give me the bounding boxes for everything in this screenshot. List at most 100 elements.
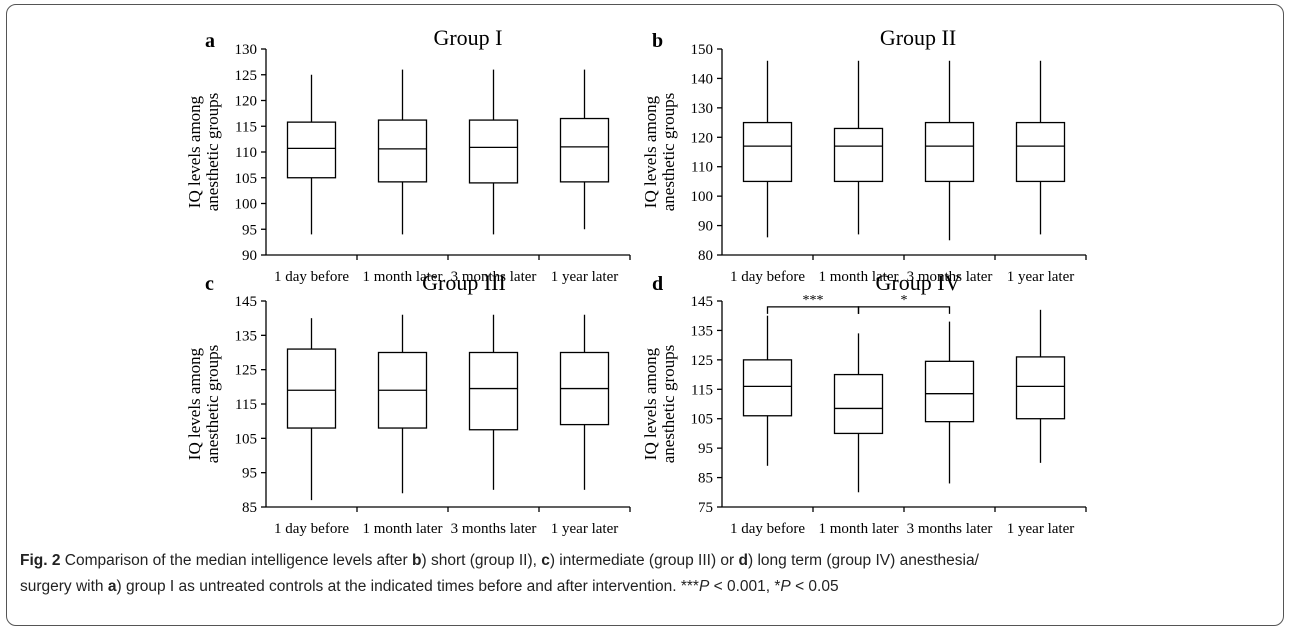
iqr-box: [742, 359, 793, 417]
y-tick-label: 115: [235, 119, 257, 135]
caption-panel-ref: a: [107, 578, 117, 595]
x-tick-label: 1 day before: [274, 269, 349, 285]
y-tick-label: 145: [691, 294, 714, 310]
x-tick-label: 3 months later: [451, 521, 537, 537]
y-axis-label: anesthetic groups: [203, 93, 222, 212]
x-tick-label: 1 day before: [730, 269, 805, 285]
y-tick-label: 110: [691, 160, 713, 176]
y-tick-label: 105: [691, 412, 714, 428]
x-tick-label: 1 year later: [1007, 521, 1074, 537]
caption-text: ) long term (group IV) anesthesia/: [747, 552, 979, 569]
y-tick-label: 120: [691, 130, 714, 146]
iqr-box: [742, 121, 793, 183]
x-tick-label: 1 year later: [551, 521, 618, 537]
caption-text: surgery with: [20, 578, 108, 595]
caption-p-symbol: P: [698, 578, 710, 595]
chart-title: Group II: [880, 25, 956, 50]
y-axis-label: IQ levels among: [641, 95, 660, 208]
caption-text: Comparison of the median intelligence le…: [60, 552, 413, 569]
x-tick-label: 1 month later: [819, 521, 899, 537]
caption-panel-ref: c: [541, 552, 550, 569]
y-axis-label: anesthetic groups: [659, 345, 678, 464]
significance-label: ***: [803, 293, 824, 308]
figure-charts: a Group I 90 95 100 105 110 115 120 125 130 IQ leve…: [185, 25, 1087, 537]
y-tick-label: 115: [691, 382, 713, 398]
iqr-box: [924, 121, 975, 183]
y-tick-label: 90: [698, 219, 713, 235]
x-tick-label: 1 month later: [363, 521, 443, 537]
y-tick-label: 140: [691, 71, 714, 87]
y-tick-label: 105: [235, 171, 258, 187]
significance-bracket: [857, 306, 951, 314]
iqr-box: [468, 119, 519, 184]
y-tick-label: 120: [235, 94, 258, 110]
x-tick-label: 3 months later: [451, 269, 537, 285]
y-tick-label: 130: [691, 101, 714, 117]
y-tick-label: 85: [242, 500, 257, 516]
caption-panel-ref: d: [738, 552, 748, 569]
y-tick-label: 130: [235, 42, 258, 58]
x-tick-label: 1 month later: [363, 269, 443, 285]
caption-fig-label: Fig. 2: [20, 552, 61, 569]
figure-frame: [6, 4, 1284, 626]
y-axis-label: anesthetic groups: [203, 345, 222, 464]
y-tick-label: 135: [691, 323, 714, 339]
y-tick-label: 90: [242, 248, 257, 264]
x-tick-label: 1 day before: [730, 521, 805, 537]
y-tick-label: 145: [235, 294, 258, 310]
y-tick-label: 75: [698, 500, 713, 516]
iqr-box: [286, 348, 337, 429]
x-tick-label: 3 months later: [907, 521, 993, 537]
iqr-box: [833, 127, 884, 183]
iqr-box: [1015, 121, 1066, 183]
y-tick-label: 100: [235, 197, 258, 213]
chart-title: Group IV: [876, 270, 961, 295]
x-tick-label: 3 months later: [907, 269, 993, 285]
chart-title: Group III: [422, 270, 506, 295]
iqr-box: [1015, 356, 1066, 420]
y-tick-label: 125: [235, 68, 258, 84]
iqr-box: [833, 373, 884, 435]
caption-p-symbol: P: [780, 578, 791, 595]
iqr-box: [468, 351, 519, 431]
iqr-box: [924, 360, 975, 423]
iqr-box: [286, 121, 337, 179]
panel-label: c: [205, 273, 214, 295]
caption-text: < 0.05: [790, 578, 839, 595]
x-tick-label: 1 year later: [1007, 269, 1074, 285]
y-tick-label: 85: [698, 471, 713, 487]
y-tick-label: 135: [235, 328, 258, 344]
caption-text: ) group I as untreated controls at the i…: [116, 578, 699, 595]
x-tick-label: 1 year later: [551, 269, 618, 285]
y-axis-label: IQ levels among: [641, 347, 660, 460]
x-tick-label: 1 day before: [274, 521, 349, 537]
chart-title: Group I: [433, 25, 502, 50]
iqr-box: [559, 117, 610, 183]
y-tick-label: 105: [235, 431, 258, 447]
panel-label: a: [205, 30, 215, 52]
y-tick-label: 95: [242, 466, 257, 482]
caption-panel-ref: b: [412, 552, 422, 569]
figure-caption: Fig. 2 Comparison of the median intellig…: [20, 548, 1270, 600]
y-tick-label: 110: [235, 145, 257, 161]
caption-text: ) short (group II),: [421, 552, 542, 569]
y-tick-label: 125: [691, 353, 714, 369]
y-tick-label: 115: [235, 397, 257, 413]
iqr-box: [377, 119, 428, 183]
significance-bracket: [766, 306, 860, 314]
y-axis-label: IQ levels among: [185, 347, 204, 460]
caption-text: ) intermediate (group III) or: [549, 552, 739, 569]
y-tick-label: 95: [698, 441, 713, 457]
panel-label: b: [652, 30, 663, 52]
y-tick-label: 80: [698, 248, 713, 264]
y-tick-label: 95: [242, 222, 257, 238]
caption-text: < 0.001, *: [709, 578, 781, 595]
y-axis-label: IQ levels among: [185, 95, 204, 208]
panel-label: d: [652, 273, 663, 295]
y-tick-label: 100: [691, 189, 714, 205]
y-axis-label: anesthetic groups: [659, 93, 678, 212]
y-tick-label: 125: [235, 363, 258, 379]
y-tick-label: 150: [691, 42, 714, 58]
x-tick-label: 1 month later: [819, 269, 899, 285]
significance-label: *: [901, 293, 908, 308]
